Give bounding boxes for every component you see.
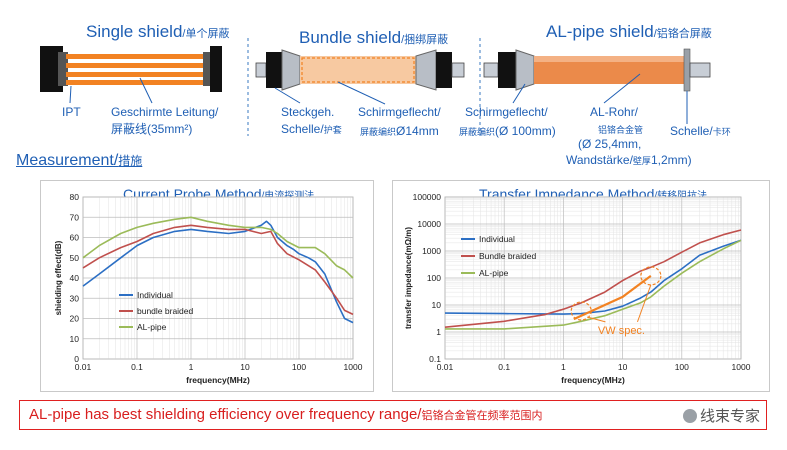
legend-entry: Bundle braided [479, 251, 536, 261]
shield-diagrams [40, 38, 711, 136]
x-tick-label: 10 [240, 362, 250, 372]
bundle-shield-title: Bundle shield/捆绑屏蔽 [299, 28, 449, 47]
x-tick-label: 0.1 [131, 362, 143, 372]
alpipe-shield-drawing [483, 48, 711, 124]
y-tick-label: 10 [432, 300, 442, 310]
alpipe-shield-title: AL-pipe shield/铝铬合屏蔽 [546, 22, 712, 41]
label-braid-14mm: 屏蔽编织Ø14mm [360, 124, 439, 138]
label-al-alloy-pipe: 铝铬合金管 [598, 125, 644, 135]
watermark: 线束专家 [682, 405, 760, 426]
label-braid-100mm: 屏蔽编织(Ø 100mm) [459, 124, 556, 138]
y-tick-label: 1000 [422, 246, 441, 256]
y-tick-label: 10000 [417, 219, 441, 229]
y-axis-label: transfer impedance(mΩ/m) [404, 227, 413, 329]
x-tick-label: 1 [189, 362, 194, 372]
label-ipt: IPT [62, 105, 81, 119]
series-line-individual [82, 220, 354, 324]
label-schelle-alpipe: Schelle/卡环 [670, 124, 731, 138]
y-tick-label: 0 [74, 354, 79, 364]
y-tick-label: 80 [70, 192, 80, 202]
current-probe-chart: Current Probe Method/电流探测法 0.01 0.1 1 10 100… [40, 180, 374, 392]
x-tick-label: 100 [675, 362, 689, 372]
x-tick-label: 0.01 [75, 362, 92, 372]
y-tick-label: 40 [70, 273, 80, 283]
label-geschirmte-leitung: Geschirmte Leitung/ [111, 105, 219, 119]
x-tick-label: 100 [292, 362, 306, 372]
y-tick-label: 60 [70, 233, 80, 243]
series-line-bundle-braided [82, 224, 354, 316]
y-tick-label: 100000 [413, 192, 442, 202]
y-tick-label: 10 [70, 334, 80, 344]
legend-entry: bundle braided [137, 306, 194, 316]
measurement-heading: Measurement/措施 [16, 152, 143, 169]
label-schirmgeflecht-alpipe: Schirmgeflecht/ [465, 105, 548, 119]
single-shield-title: Single shield/单个屏蔽 [86, 22, 230, 41]
x-tick-label: 1000 [344, 362, 363, 372]
y-tick-label: 100 [427, 273, 441, 283]
legend-entry: Individual [479, 234, 515, 244]
ipt-left [40, 46, 63, 92]
x-tick-label: 10 [618, 362, 628, 372]
transfer-impedance-chart: Transfer Impedance Method/转移阻抗法 0.01 0.1 1… [392, 180, 770, 392]
y-tick-label: 70 [70, 212, 80, 222]
x-tick-label: 1 [561, 362, 566, 372]
chart2-plot: 0.01 0.1 1 10 100 10000.111010010001000010000… [404, 192, 751, 385]
vw-spec-line [573, 274, 652, 321]
x-tick-label: 0.1 [498, 362, 510, 372]
series-line-bundle-braided [444, 229, 742, 328]
vw-spec-leader [636, 284, 652, 323]
series-line-al-pipe [445, 239, 742, 330]
legend-entry: AL-pipe [479, 268, 509, 278]
conclusion-text: AL-pipe has best shielding efficiency ov… [29, 406, 543, 423]
x-axis-label: frequency(MHz) [561, 375, 625, 385]
y-tick-label: 20 [70, 314, 80, 324]
label-schelle-bundle: Schelle/护套 [281, 122, 342, 136]
label-steckgeh: Steckgeh. [281, 105, 335, 119]
legend-entry: Individual [137, 290, 173, 300]
x-tick-label: 1000 [732, 362, 751, 372]
x-axis-label: frequency(MHz) [186, 375, 250, 385]
y-tick-label: 50 [70, 253, 80, 263]
y-tick-label: 30 [70, 293, 80, 303]
label-pipe-diameter: (Ø 25,4mm, [578, 137, 642, 151]
chart1-plot: 0.01 0.1 1 10 100 1000 0 10 20 30 40 50 60 70 80 freque… [54, 192, 363, 385]
label-al-rohr: AL-Rohr/ [590, 105, 639, 119]
y-axis-label: shielding effect(dB) [54, 240, 63, 315]
ipt-right [210, 46, 222, 92]
series-line-individual [444, 239, 742, 315]
bundle-shield-drawing [255, 49, 465, 105]
single-shield-drawing [40, 46, 222, 104]
y-tick-label: 0.1 [429, 354, 441, 364]
label-shield-wire: 屏蔽线(35mm²) [111, 122, 193, 136]
vw-spec-leader [587, 316, 606, 323]
label-wall-thickness: Wandstärke/壁厚1,2mm) [566, 153, 692, 167]
vw-spec-marker [640, 266, 662, 286]
legend-entry: AL-pipe [137, 322, 167, 332]
vw-spec-label: VW spec. [598, 325, 645, 337]
conclusion-banner: AL-pipe has best shielding efficiency ov… [19, 400, 767, 430]
series-line-al-pipe [82, 216, 354, 279]
wechat-icon [682, 409, 697, 423]
label-schirmgeflecht-bundle: Schirmgeflecht/ [358, 105, 441, 119]
x-tick-label: 0.01 [437, 362, 454, 372]
y-tick-label: 1 [436, 327, 441, 337]
